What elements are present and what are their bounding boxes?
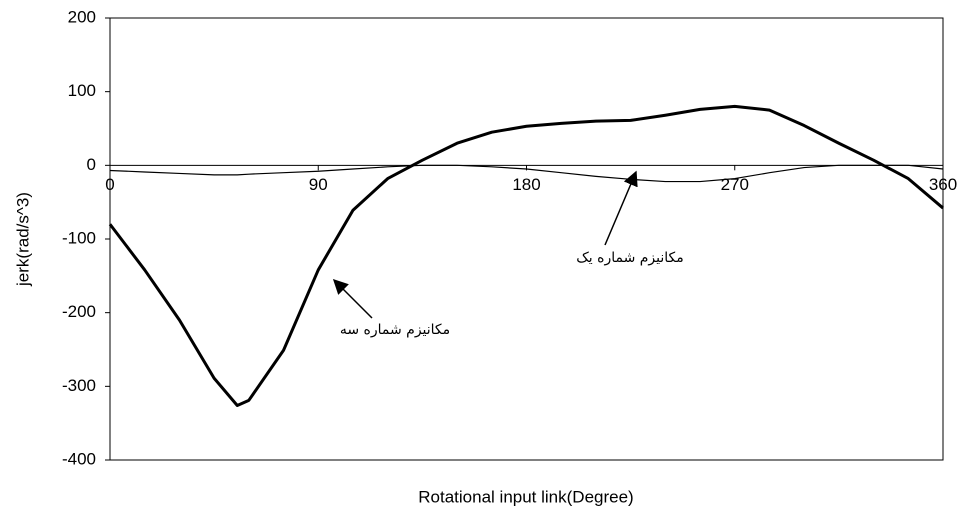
y-tick-label: 200: [68, 7, 96, 26]
y-tick-label: -400: [62, 449, 96, 468]
annotation-arrow: [332, 278, 373, 319]
series-line: [109, 164, 944, 183]
plot-frame: [109, 17, 944, 461]
x-tick-label: 90: [309, 175, 328, 194]
y-tick-label: -100: [62, 228, 96, 247]
y-axis-label: jerk(rad/s^3): [13, 192, 32, 287]
x-tick-label: 270: [721, 175, 749, 194]
series-line: [108, 104, 944, 407]
annotation-label: مکانیزم شماره یک: [576, 250, 684, 266]
x-tick-label: 360: [929, 175, 957, 194]
x-tick-label: 180: [512, 175, 540, 194]
y-tick-label: -300: [62, 376, 96, 395]
x-tick-label: 0: [105, 175, 114, 194]
x-axis-label: Rotational input link(Degree): [418, 487, 633, 506]
annotation-label: مکانیزم شماره سه: [340, 322, 450, 338]
y-tick-label: -200: [62, 302, 96, 321]
annotation-arrow: [604, 170, 638, 246]
y-tick-label: 0: [87, 155, 96, 174]
y-tick-label: 100: [68, 81, 96, 100]
